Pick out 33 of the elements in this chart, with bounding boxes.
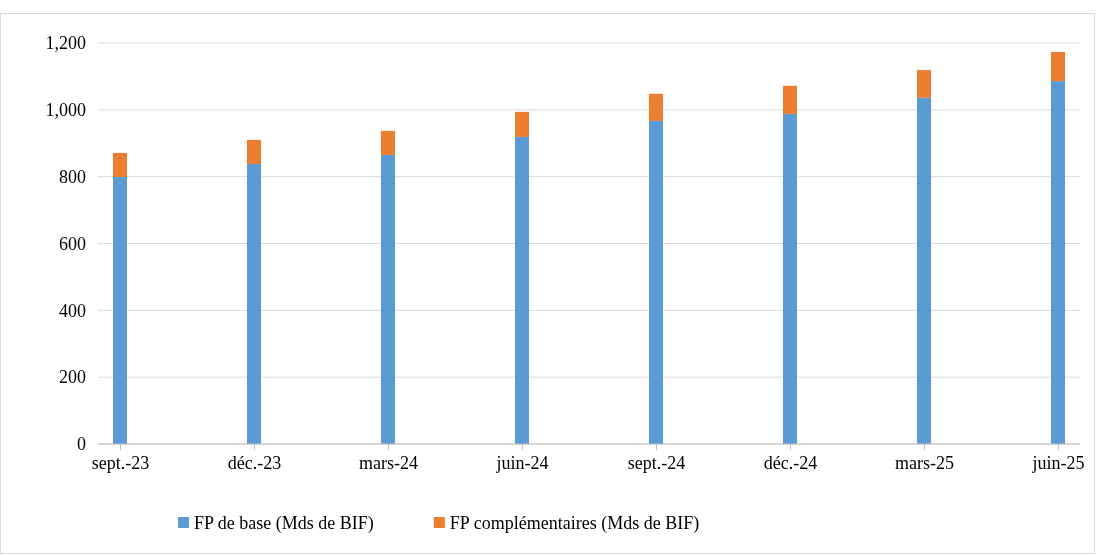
y-tick-label: 800 xyxy=(59,166,86,187)
bar xyxy=(247,163,261,444)
y-tick-label: 600 xyxy=(59,233,86,254)
bar xyxy=(515,136,529,444)
bar xyxy=(1051,81,1065,444)
x-tick-label: sept.-24 xyxy=(627,453,686,474)
bar xyxy=(649,120,663,444)
legend-label: FP de base (Mds de BIF) xyxy=(194,513,374,534)
y-tick-label: 400 xyxy=(59,300,86,321)
x-tick-label: juin-24 xyxy=(495,453,549,474)
x-tick-label: juin-25 xyxy=(1031,453,1085,474)
x-tick-label: mars-24 xyxy=(359,453,418,474)
bar xyxy=(381,130,395,155)
x-tick-label: sept.-23 xyxy=(91,453,150,474)
y-tick-label: 1,000 xyxy=(45,100,86,121)
y-tick-label: 0 xyxy=(77,434,86,455)
bar xyxy=(381,154,395,444)
bar xyxy=(917,97,931,444)
bar xyxy=(113,177,127,444)
legend-label: FP complémentaires (Mds de BIF) xyxy=(449,513,700,534)
bar xyxy=(113,152,127,177)
x-tick-label: déc.-23 xyxy=(227,453,282,474)
bar xyxy=(649,93,663,121)
bar xyxy=(783,113,797,444)
bar xyxy=(247,139,261,164)
bar xyxy=(917,70,931,98)
bar xyxy=(1051,52,1065,82)
bar xyxy=(783,85,797,114)
bar xyxy=(515,111,529,137)
x-tick-label: mars-25 xyxy=(895,453,954,474)
y-tick-label: 200 xyxy=(59,367,86,388)
y-tick-label: 1,200 xyxy=(45,33,86,54)
x-tick-label: déc.-24 xyxy=(763,453,818,474)
